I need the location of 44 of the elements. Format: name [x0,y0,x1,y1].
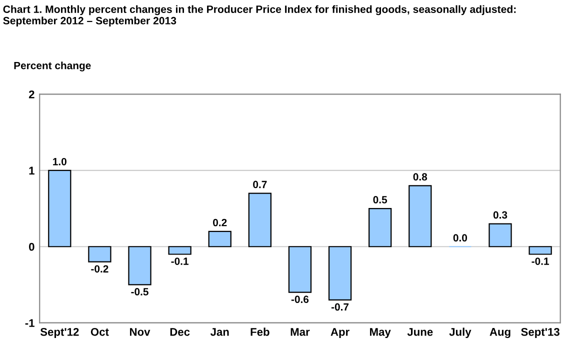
x-tick-label: June [407,328,433,336]
data-label: 0.7 [253,180,267,188]
bar [248,192,272,248]
data-label: 1.0 [53,158,66,166]
bar [168,246,192,255]
x-tick-label: Nov [130,328,150,336]
data-label: 0.2 [213,218,227,226]
data-label: 0.5 [373,196,388,204]
x-tick-label: Dec [170,328,190,336]
data-label: 0.0 [453,234,468,242]
y-tick-label: -1 [25,319,34,327]
bar [288,246,312,293]
y-axis-title: Percent change [14,62,91,72]
x-tick-label: Jan [210,328,229,336]
bar [488,223,512,248]
data-label: 0.8 [413,173,428,181]
y-tick-label: 2 [28,90,34,98]
bar [128,246,152,286]
y-tick-label: 1 [29,166,34,174]
x-tick-label: July [449,328,472,338]
bar [528,246,552,255]
bar [328,246,352,301]
x-tick-label: Sept'13 [521,328,560,338]
x-tick-label: Aug [490,328,510,338]
bar [408,185,432,248]
bar [208,230,232,248]
x-tick-label: Feb [250,328,270,336]
data-label: -0.1 [171,258,188,265]
bar [48,170,72,248]
y-tick-label: 0 [29,242,34,251]
data-label: -0.7 [331,303,349,311]
data-label: -0.5 [131,288,148,296]
x-tick-label: Mar [290,328,310,336]
bar [368,208,392,248]
x-tick-label: Oct [90,328,109,336]
chart-title: Chart 1. Monthly percent changes in the Producer Price Index for finished goods, seasonally adjusted: September 2012 – September 2013 [3,5,516,26]
data-label: -0.2 [91,265,108,273]
data-label: -0.6 [291,296,309,304]
data-label: -0.1 [532,258,549,265]
bar [88,246,112,262]
x-tick-label: May [370,328,391,338]
x-tick-label: Sept'12 [40,328,79,338]
x-tick-label: Apr [330,328,350,338]
data-label: 0.3 [493,211,508,219]
